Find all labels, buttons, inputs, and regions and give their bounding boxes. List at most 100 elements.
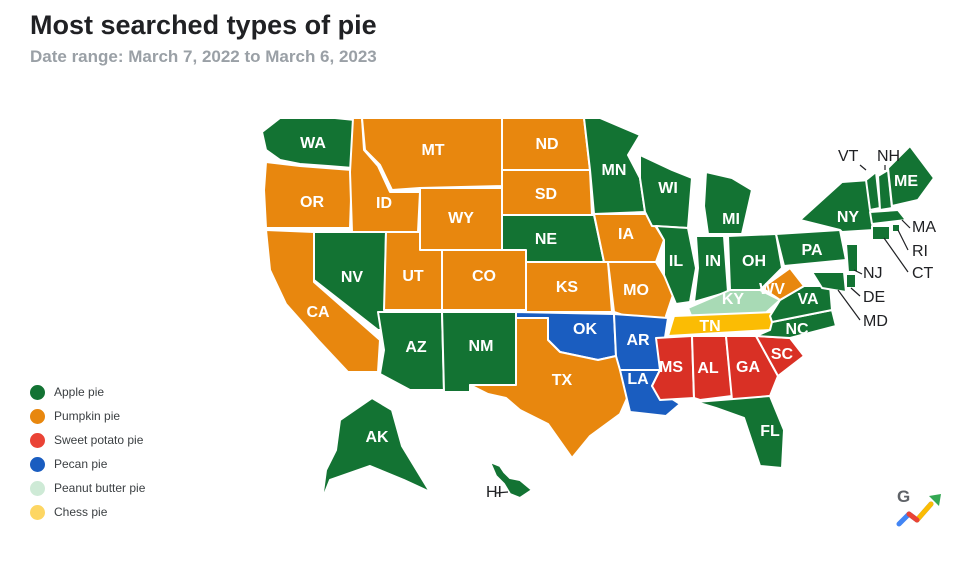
state-label-nj: NJ	[863, 265, 883, 282]
state-hi	[489, 461, 533, 499]
state-label-nv: NV	[341, 269, 364, 286]
legend-swatch	[30, 384, 45, 400]
legend-label: Pecan pie	[54, 457, 108, 471]
state-label-co: CO	[472, 268, 496, 285]
state-de	[845, 273, 857, 289]
state-me	[887, 145, 935, 207]
legend-item-pecan: Pecan pie	[30, 452, 145, 476]
state-label-nc: NC	[785, 321, 809, 338]
legend-label: Sweet potato pie	[54, 433, 144, 447]
state-tn	[667, 311, 777, 337]
state-label-oh: OH	[742, 253, 766, 270]
state-label-ri: RI	[912, 243, 928, 260]
state-label-pa: PA	[801, 242, 822, 259]
state-mi	[703, 171, 753, 235]
leader-line-ri	[897, 229, 909, 251]
legend-swatch	[30, 408, 45, 424]
leader-line-ct	[883, 237, 909, 273]
state-fl	[695, 395, 785, 469]
state-label-tn: TN	[699, 318, 720, 335]
svg-text:G: G	[897, 487, 910, 506]
map-title: Most searched types of pie	[30, 10, 377, 40]
legend-label: Chess pie	[54, 505, 108, 519]
state-label-al: AL	[697, 360, 719, 377]
map-subtitle: Date range: March 7, 2022 to March 6, 20…	[30, 47, 377, 66]
state-label-ne: NE	[535, 231, 558, 248]
state-label-de: DE	[863, 289, 885, 306]
state-label-nh: NH	[877, 148, 900, 165]
legend-swatch	[30, 456, 45, 472]
state-label-ga: GA	[736, 359, 760, 376]
state-label-fl: FL	[760, 423, 780, 440]
state-label-la: LA	[627, 371, 649, 388]
google-trends-logo-icon: G	[896, 487, 941, 527]
legend-item-apple: Apple pie	[30, 380, 145, 404]
legend-swatch	[30, 432, 45, 448]
state-or	[263, 161, 353, 229]
state-in	[693, 235, 729, 303]
state-label-ky: KY	[722, 291, 745, 308]
state-pa	[775, 229, 847, 267]
state-il	[655, 225, 697, 305]
legend-swatch	[30, 480, 45, 496]
legend-swatch	[30, 504, 45, 520]
leader-line-ma	[901, 219, 911, 229]
legend-item-chess: Chess pie	[30, 500, 145, 524]
state-md	[811, 271, 847, 293]
legend-item-pumpkin: Pumpkin pie	[30, 404, 145, 428]
state-label-az: AZ	[405, 339, 427, 356]
state-label-hi: HI	[486, 484, 502, 501]
state-label-ks: KS	[556, 279, 579, 296]
state-label-sc: SC	[771, 346, 794, 363]
state-label-mo: MO	[623, 282, 649, 299]
state-ia	[593, 213, 665, 263]
state-label-ut: UT	[402, 268, 424, 285]
state-label-wi: WI	[658, 180, 678, 197]
state-label-me: ME	[894, 173, 918, 190]
state-wv	[761, 267, 805, 301]
state-label-in: IN	[705, 253, 721, 270]
legend-label: Peanut butter pie	[54, 481, 146, 495]
state-label-or: OR	[300, 194, 324, 211]
state-label-tx: TX	[552, 372, 573, 389]
leader-line-de	[850, 287, 861, 297]
state-label-ct: CT	[912, 265, 934, 282]
state-label-wv: WV	[759, 281, 785, 298]
state-label-wy: WY	[448, 210, 474, 227]
state-label-wa: WA	[300, 135, 326, 152]
state-label-ms: MS	[659, 359, 683, 376]
legend-item-peanut-butter: Peanut butter pie	[30, 476, 145, 500]
state-ga	[725, 335, 779, 401]
state-label-ia: IA	[618, 226, 634, 243]
leader-line-vt	[859, 164, 867, 171]
map-legend: Apple pie Pumpkin pie Sweet potato pie Peca…	[30, 380, 145, 524]
state-ct	[871, 225, 891, 241]
state-label-nd: ND	[535, 136, 558, 153]
legend-label: Apple pie	[54, 385, 105, 399]
state-label-md: MD	[863, 313, 888, 330]
state-label-ok: OK	[573, 321, 597, 338]
legend-item-sweet-potato: Sweet potato pie	[30, 428, 145, 452]
legend-label: Pumpkin pie	[54, 409, 121, 423]
state-label-ca: CA	[306, 304, 330, 321]
leader-line-md	[837, 289, 861, 321]
state-label-mi: MI	[722, 211, 740, 228]
state-label-ak: AK	[365, 429, 389, 446]
state-label-ma: MA	[912, 219, 936, 236]
state-al	[691, 335, 733, 401]
state-label-nm: NM	[469, 338, 494, 355]
leader-line-hi	[495, 491, 509, 494]
state-oh	[727, 233, 783, 291]
state-label-va: VA	[797, 291, 818, 308]
state-label-mt: MT	[421, 142, 444, 159]
state-label-ny: NY	[837, 209, 860, 226]
state-ma	[869, 209, 907, 225]
state-label-vt: VT	[838, 148, 859, 165]
state-nj	[845, 243, 859, 273]
state-label-id: ID	[376, 195, 392, 212]
state-ks	[525, 261, 613, 313]
state-ak	[321, 397, 431, 501]
state-wa	[261, 117, 356, 169]
state-label-ar: AR	[626, 332, 650, 349]
